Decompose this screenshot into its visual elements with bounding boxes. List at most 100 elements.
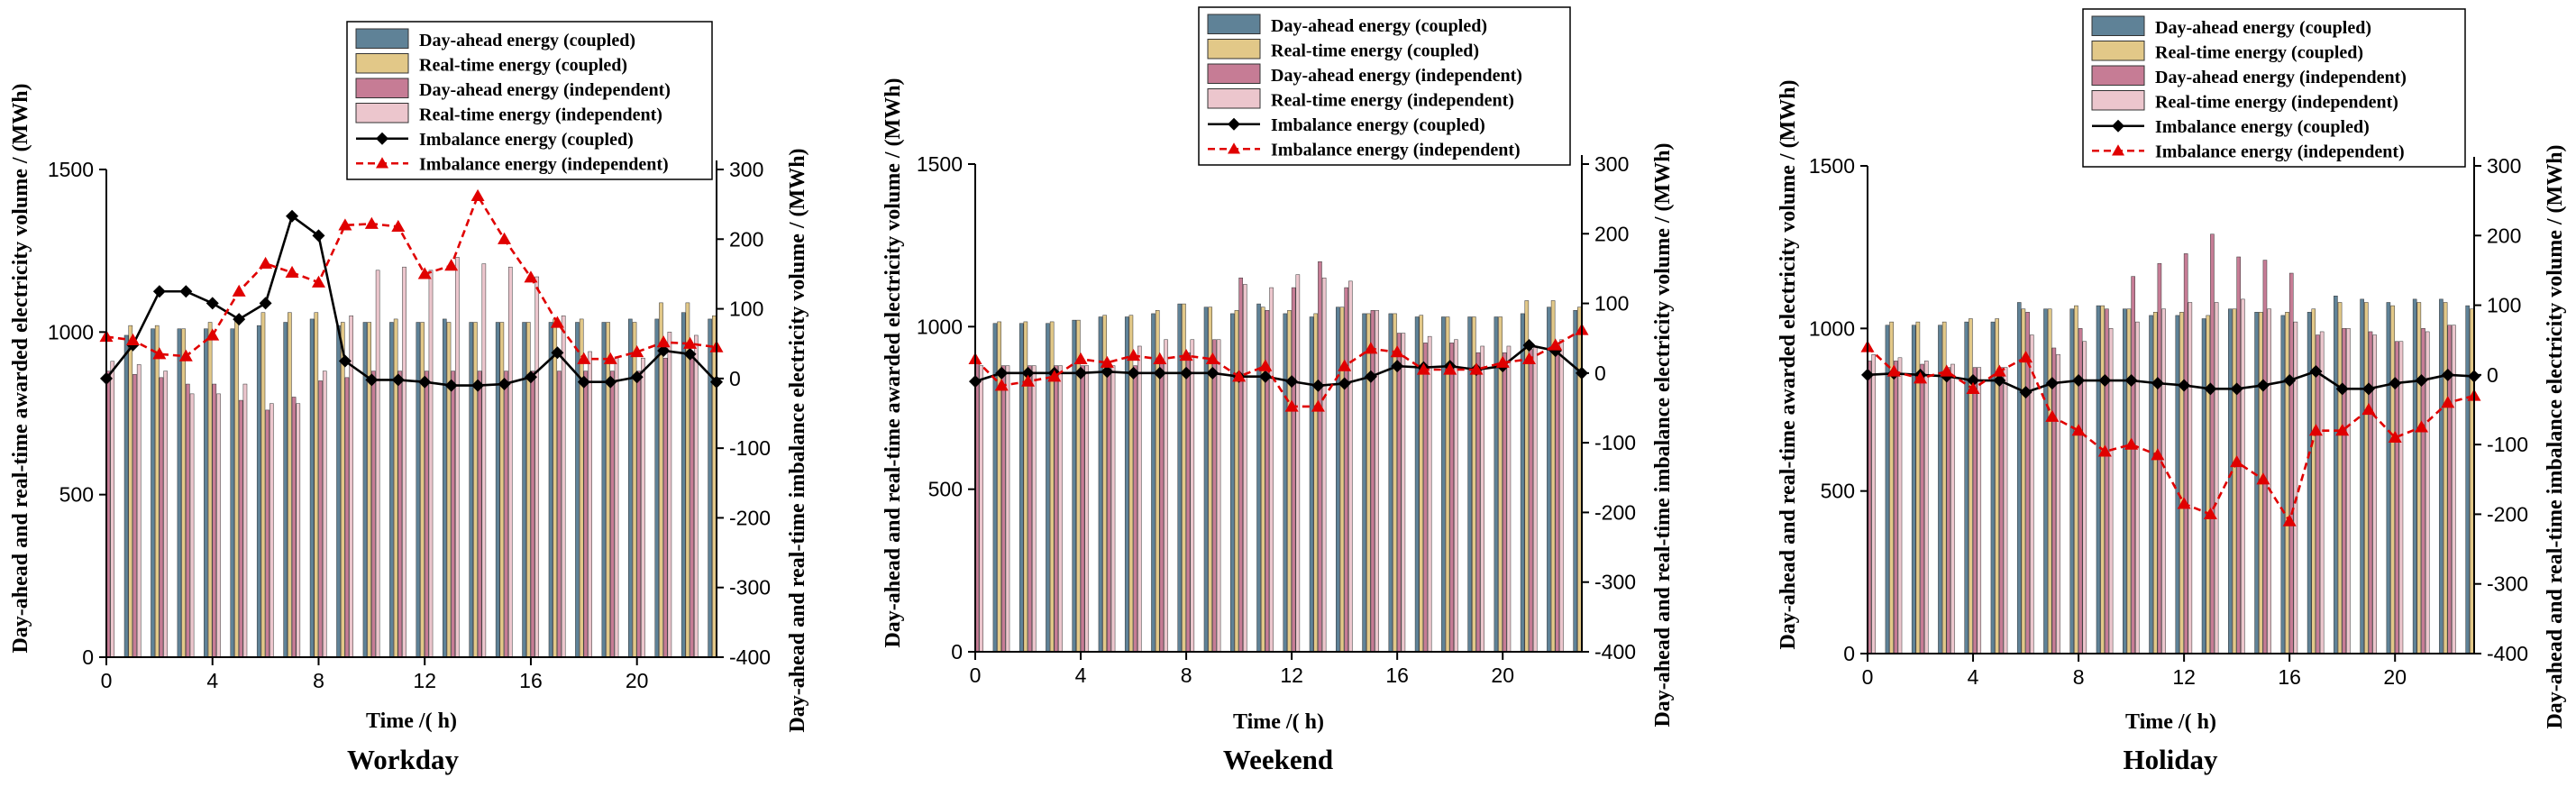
bar-da-independent — [371, 371, 376, 657]
bar-da-independent — [238, 399, 243, 657]
imbalance-coupled-point — [2072, 374, 2086, 388]
imbalance-coupled-point — [391, 373, 405, 387]
imbalance-independent-point — [577, 352, 591, 364]
imbalance-coupled-point — [2124, 374, 2138, 388]
imbalance-coupled-point — [2361, 382, 2375, 396]
bar-da-coupled — [98, 352, 102, 657]
bar-rt-coupled — [1339, 307, 1345, 652]
bar-rt-coupled — [154, 325, 160, 657]
imbalance-independent-point — [1338, 359, 1352, 371]
imbalance-coupled-point — [259, 297, 272, 310]
bar-da-independent — [106, 371, 111, 657]
bar-rt-independent — [1923, 361, 1929, 654]
imbalance-coupled-point — [1338, 377, 1351, 390]
bar-rt-independent — [1084, 365, 1090, 652]
bar-da-independent — [265, 409, 269, 657]
bar-da-independent — [1054, 365, 1059, 652]
imbalance-independent-point — [152, 347, 167, 360]
bar-da-coupled — [2149, 315, 2153, 654]
bar-rt-coupled — [2126, 308, 2132, 654]
bar-rt-independent — [1871, 353, 1877, 654]
bar-da-independent — [2368, 331, 2373, 654]
bar-da-coupled — [1362, 313, 1366, 652]
bar-da-independent — [2288, 272, 2294, 654]
imbalance-coupled-point — [286, 209, 299, 223]
bar-da-independent — [2210, 233, 2215, 654]
x-tick-label: 12 — [1280, 663, 1303, 687]
bar-rt-independent — [216, 393, 221, 657]
imbalance-coupled-point — [444, 379, 458, 392]
right-tick-label: 300 — [1594, 152, 1629, 176]
left-tick-label: 1500 — [917, 152, 963, 176]
bar-rt-coupled — [1023, 321, 1028, 652]
bar-rt-independent — [2241, 298, 2245, 654]
bar-rt-coupled — [1128, 315, 1134, 652]
bar-da-independent — [1238, 277, 1243, 652]
bar-rt-coupled — [1049, 321, 1055, 652]
bar-da-coupled — [336, 325, 341, 657]
legend-label: Day-ahead energy (coupled) — [2155, 18, 2371, 38]
bar-da-independent — [2078, 328, 2083, 654]
right-tick-label: 100 — [729, 297, 763, 321]
imbalance-coupled-point — [2019, 386, 2032, 399]
left-tick-label: 0 — [82, 645, 94, 669]
imbalance-coupled-point — [1074, 366, 1088, 380]
bar-rt-independent — [163, 371, 168, 657]
imbalance-independent-point — [2441, 396, 2455, 408]
legend-swatch — [2091, 90, 2145, 111]
y-axis-title-right: Day-ahead and real-time imbalance electr… — [786, 148, 809, 732]
imbalance-independent-point — [656, 335, 671, 348]
bar-rt-independent — [1454, 339, 1458, 652]
bar-da-coupled — [495, 322, 500, 657]
left-tick-label: 1500 — [1809, 154, 1855, 178]
x-tick-label: 20 — [626, 669, 649, 692]
right-tick-label: 0 — [2487, 363, 2498, 387]
right-tick-label: -400 — [2487, 642, 2528, 665]
bar-rt-independent — [2108, 328, 2114, 654]
imbalance-coupled-point — [1522, 338, 1536, 352]
imbalance-coupled-point — [1206, 366, 1219, 380]
bar-da-coupled — [1177, 303, 1183, 652]
bar-da-coupled — [1388, 313, 1393, 652]
bar-da-coupled — [2228, 308, 2233, 654]
bar-rt-independent — [1480, 345, 1484, 652]
bar-group — [975, 261, 1582, 652]
bar-rt-coupled — [2416, 302, 2422, 654]
legend-swatch — [1207, 63, 1261, 84]
bar-rt-independent — [667, 332, 672, 657]
imbalance-independent-point — [232, 284, 246, 297]
bar-da-independent — [477, 371, 482, 657]
imbalance-coupled-point — [1021, 366, 1035, 380]
x-tick-label: 16 — [2278, 665, 2301, 689]
bar-rt-independent — [375, 270, 380, 657]
imbalance-independent-point — [391, 219, 406, 232]
bar-rt-independent — [1897, 357, 1903, 654]
legend-label: Imbalance energy (independent) — [1271, 140, 1521, 160]
bar-rt-independent — [2214, 302, 2219, 654]
right-tick-label: -300 — [1594, 571, 1636, 594]
imbalance-coupled-point — [1391, 360, 1404, 373]
bar-rt-coupled — [606, 322, 610, 657]
legend-box — [2082, 8, 2466, 168]
x-tick-label: 8 — [2073, 665, 2085, 689]
imbalance-coupled-point — [2309, 364, 2323, 378]
bar-rt-coupled — [2179, 312, 2184, 654]
bar-rt-independent — [2479, 335, 2482, 654]
imbalance-independent-point — [1548, 338, 1563, 351]
legend-label: Real-time energy (independent) — [1271, 90, 1514, 110]
bar-rt-coupled — [288, 312, 292, 657]
right-tick-label: 200 — [729, 227, 763, 251]
right-tick-label: -200 — [729, 506, 771, 529]
legend-swatch — [1207, 88, 1261, 109]
bar-rt-coupled — [1498, 316, 1503, 652]
bar-rt-coupled — [314, 312, 319, 657]
bar-da-coupled — [1151, 313, 1156, 652]
bar-rt-coupled — [1995, 318, 1999, 654]
bar-da-coupled — [1441, 316, 1446, 652]
bar-da-independent — [2051, 347, 2057, 654]
chart-panel-holiday: 0 500 1000 1500 -400 -300 -200 -100 0 100 200 300 0 4… — [1777, 8, 2567, 775]
legend-label: Imbalance energy (independent) — [419, 154, 669, 174]
right-tick-label: -400 — [729, 645, 771, 669]
imbalance-coupled-point — [338, 354, 352, 368]
right-tick-label: -300 — [729, 576, 771, 599]
